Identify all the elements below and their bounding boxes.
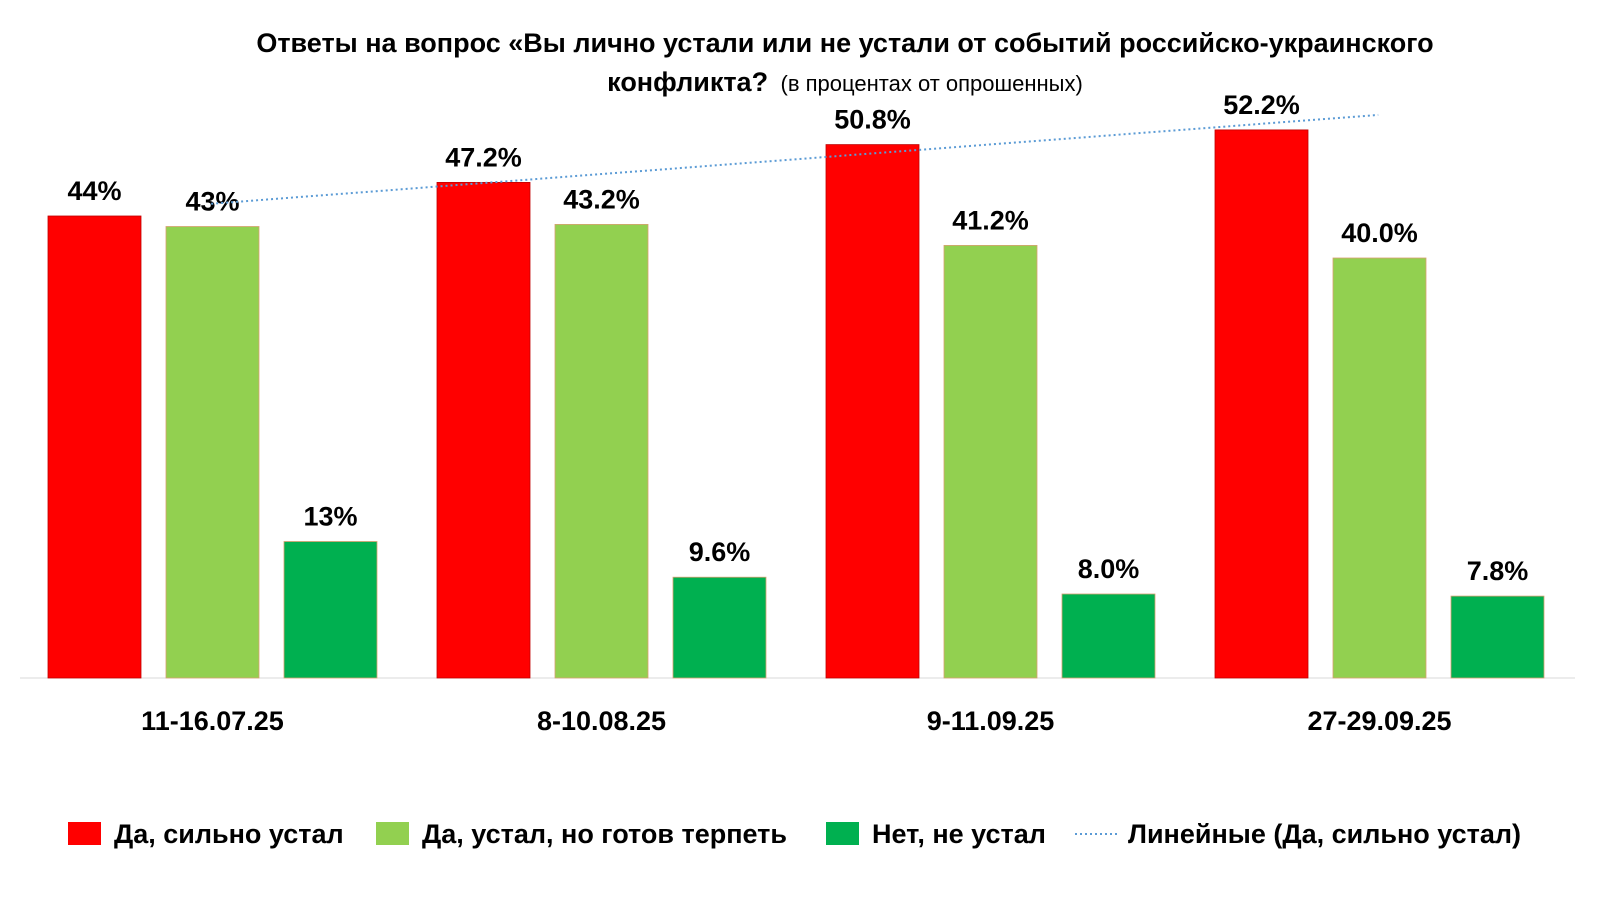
bar [283, 541, 378, 679]
bar [165, 226, 260, 679]
bar [47, 215, 142, 679]
data-label: 43% [185, 187, 239, 217]
bar [943, 244, 1038, 679]
data-label: 8.0% [1078, 554, 1140, 584]
bar [1061, 593, 1156, 679]
data-label: 9.6% [689, 537, 751, 567]
trendline [211, 113, 1379, 205]
data-label: 43.2% [563, 184, 640, 214]
x-tick-label: 9-11.09.25 [927, 706, 1055, 736]
data-label: 13% [303, 502, 357, 532]
legend-item-strongly-tired: Да, сильно устал [68, 819, 344, 849]
legend-item-not-tired: Нет, не устал [826, 819, 1046, 849]
bar [1332, 257, 1427, 679]
data-label: 41.2% [952, 205, 1029, 235]
legend: Да, сильно устал Да, устал, но готов терп… [68, 819, 1521, 849]
x-tick-label: 8-10.08.25 [537, 706, 666, 736]
data-label: 44% [67, 176, 121, 206]
bar [1214, 129, 1309, 679]
chart-title: Ответы на вопрос «Вы лично устали или не… [256, 28, 1433, 58]
bar [554, 223, 649, 679]
legend-label: Линейные (Да, сильно устал) [1128, 819, 1521, 849]
bar [436, 181, 531, 679]
data-label: 40.0% [1341, 218, 1418, 248]
chart-subtitle: (в процентах от опрошенных) [781, 71, 1083, 96]
data-label: 7.8% [1467, 556, 1529, 586]
data-label: 52.2% [1223, 90, 1300, 120]
legend-label: Нет, не устал [872, 819, 1046, 849]
bar [1450, 595, 1545, 679]
data-label: 47.2% [445, 142, 522, 172]
legend-swatch [68, 822, 101, 845]
x-tick-label: 27-29.09.25 [1307, 706, 1451, 736]
plot-area: 44% 43% 13% 11-16.07.25 47.2% 43.2% 9.6% 8-10.0… [20, 90, 1575, 736]
legend-item-tired-but-ready: Да, устал, но готов терпеть [376, 819, 787, 849]
legend-item-trendline: Линейные (Да, сильно устал) [1075, 819, 1521, 849]
bar [825, 144, 920, 679]
bar [672, 576, 767, 679]
legend-label: Да, сильно устал [114, 819, 344, 849]
data-label: 50.8% [834, 105, 911, 135]
legend-swatch [826, 822, 859, 845]
legend-swatch [376, 822, 409, 845]
chart-title-line2: конфликта? (в процентах от опрошенных) [607, 67, 1083, 97]
x-tick-label: 11-16.07.25 [141, 706, 284, 736]
legend-label: Да, устал, но готов терпеть [422, 819, 787, 849]
chart-title-line2-main: конфликта? [607, 67, 768, 97]
